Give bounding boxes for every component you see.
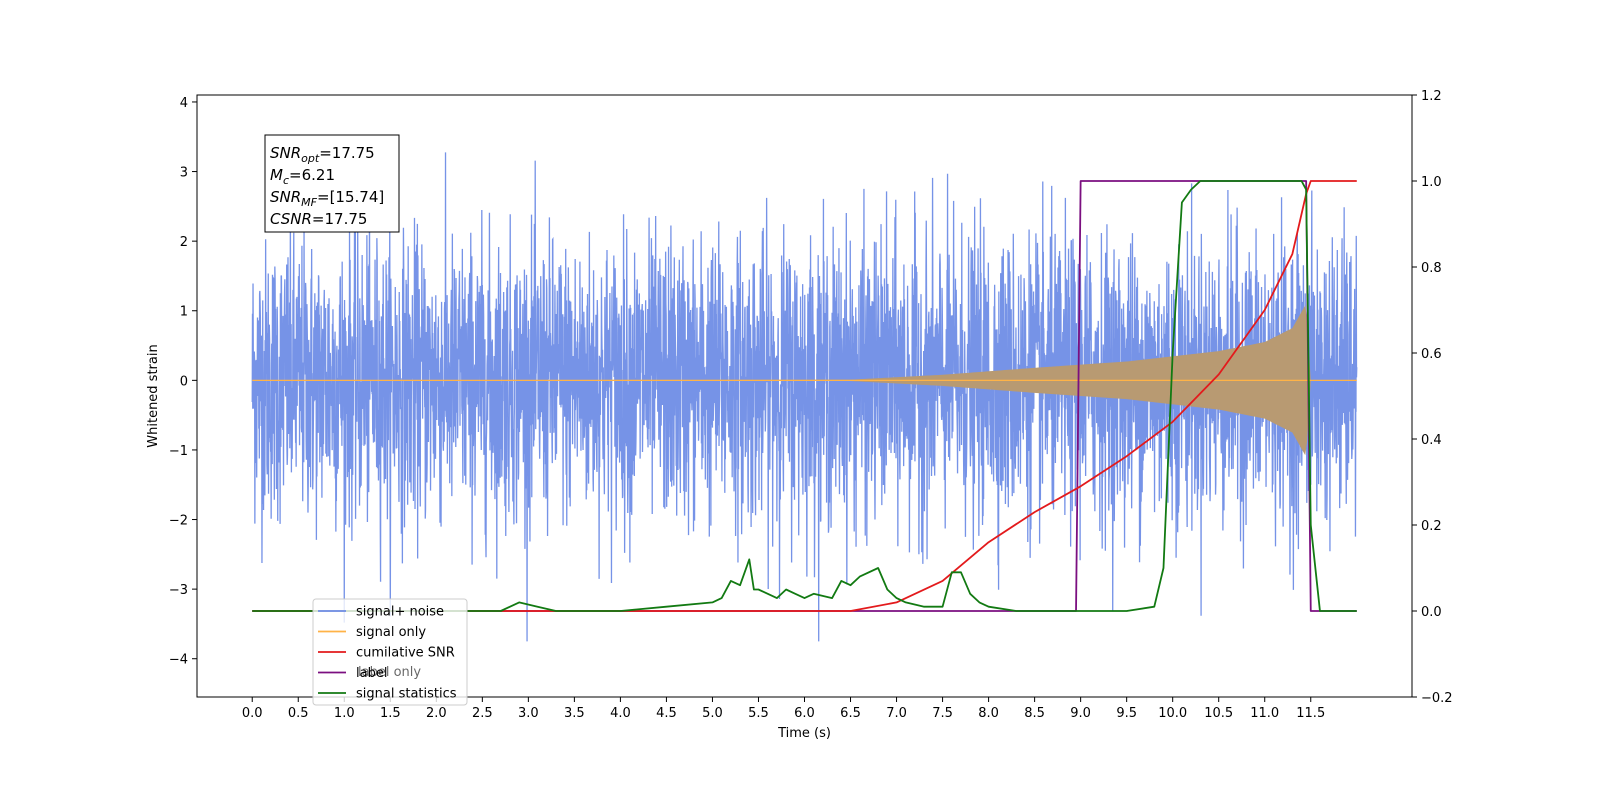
y-right-tick-label: 1.0 [1421, 175, 1442, 190]
annotation-line: SNRMF=[15.74] [270, 188, 384, 209]
legend-label: signal only [356, 625, 426, 640]
x-tick-label: 11.5 [1296, 706, 1325, 721]
x-tick-label: 6.0 [794, 706, 815, 721]
x-tick-label: 10.5 [1204, 706, 1233, 721]
y-left-tick-label: −4 [169, 653, 188, 668]
y-left-tick-label: 3 [180, 166, 188, 181]
y-right-tick-label: 0.2 [1421, 519, 1442, 534]
legend-label: signal statistics [356, 687, 457, 702]
series-label [252, 180, 1357, 612]
x-tick-label: 4.0 [610, 706, 631, 721]
y-right-tick-label: 0.6 [1421, 347, 1442, 362]
annotation-line: CSNR=17.75 [270, 210, 367, 228]
annotation-frame [264, 134, 400, 233]
y-axis-label: Whitened strain [146, 344, 161, 447]
legend-frame [312, 598, 468, 706]
annotation-line: SNRopt=17.75 [270, 144, 375, 165]
y-right-tick-label: 0.0 [1421, 605, 1442, 620]
x-tick-label: 3.5 [564, 706, 585, 721]
x-tick-label: 0.5 [288, 706, 309, 721]
y-axis-left: 4 3 2 1 0 −1 −2 −3 −4 [169, 96, 197, 668]
y-left-tick-label: 1 [180, 305, 188, 320]
x-tick-label: 5.0 [702, 706, 723, 721]
x-tick-label: 8.5 [1024, 706, 1045, 721]
x-tick-label: 1.5 [380, 706, 401, 721]
x-tick-label: 1.0 [334, 706, 355, 721]
x-tick-label: 8.0 [978, 706, 999, 721]
y-right-tick-label: −0.2 [1421, 691, 1453, 706]
x-axis-label: Time (s) [777, 726, 831, 741]
x-tick-label: 9.0 [1070, 706, 1091, 721]
x-tick-label: 0.0 [242, 706, 263, 721]
x-axis: 0.0 0.5 1.0 1.5 2.0 2.5 3.0 3.5 4.0 4.5 5.0 5.5 6.0 6… [242, 697, 1325, 721]
x-tick-label: 4.5 [656, 706, 677, 721]
legend-hidden-label: label only [358, 665, 421, 680]
legend-label: signal+ noise [356, 605, 444, 620]
y-axis-right: 1.2 1.0 0.8 0.6 0.4 0.2 0.0 −0.2 [1412, 89, 1453, 706]
series-signal-statistics [252, 180, 1357, 612]
x-tick-label: 11.0 [1250, 706, 1279, 721]
plot-area [251, 152, 1358, 642]
series-cumulative-snr [252, 180, 1357, 612]
annotation-box: SNRopt=17.75Mc=6.21SNRMF=[15.74]CSNR=17.… [264, 134, 400, 233]
y-right-tick-label: 1.2 [1421, 89, 1442, 104]
x-tick-label: 2.0 [426, 706, 447, 721]
y-left-tick-label: −2 [169, 514, 188, 529]
x-tick-label: 6.5 [840, 706, 861, 721]
y-left-tick-label: −3 [169, 583, 188, 598]
y-left-tick-label: 4 [180, 96, 188, 111]
legend-label: label [356, 666, 387, 681]
legend-label: cumilative SNR [356, 646, 455, 661]
x-tick-label: 2.5 [472, 706, 493, 721]
y-right-tick-label: 0.4 [1421, 433, 1442, 448]
y-right-tick-label: 0.8 [1421, 261, 1442, 276]
y-left-tick-label: 0 [180, 374, 188, 389]
x-tick-label: 7.0 [886, 706, 907, 721]
x-tick-label: 3.0 [518, 706, 539, 721]
annotation-line: Mc=6.21 [270, 166, 335, 187]
x-tick-label: 10.0 [1158, 706, 1187, 721]
x-tick-label: 9.5 [1116, 706, 1137, 721]
y-left-tick-label: 2 [180, 235, 188, 250]
y-left-tick-label: −1 [169, 444, 188, 459]
x-tick-label: 5.5 [748, 706, 769, 721]
x-tick-label: 7.5 [932, 706, 953, 721]
legend: label only signal+ noise signal only cumila… [312, 598, 468, 706]
